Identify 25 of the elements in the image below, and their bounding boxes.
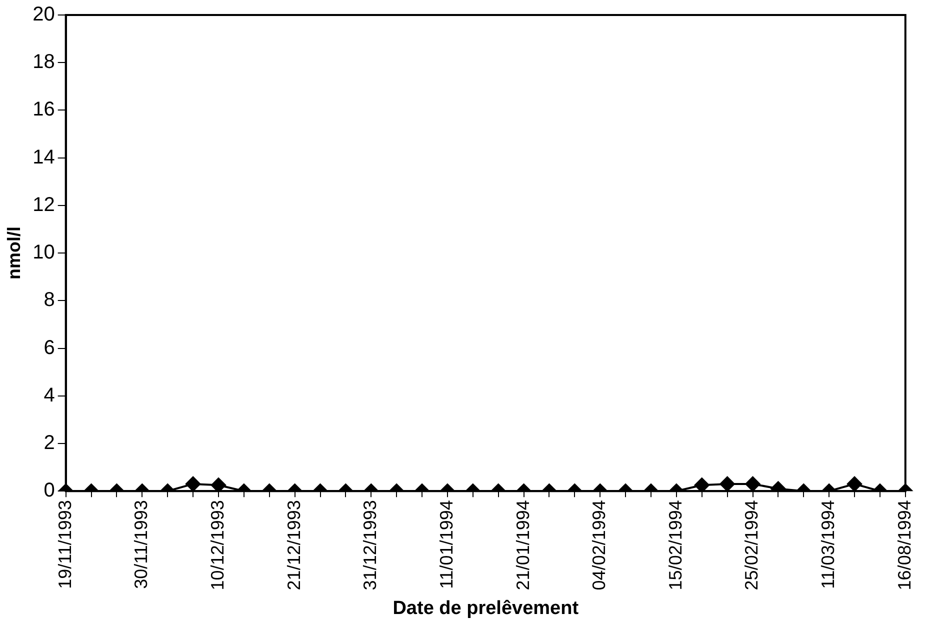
y-tick-label: 2 (44, 432, 55, 454)
x-tick-label: 11/01/1994 (436, 500, 456, 589)
y-tick-label: 4 (44, 384, 55, 406)
x-tick-label: 15/02/1994 (665, 500, 686, 590)
y-tick-label: 16 (32, 98, 55, 121)
y-tick-label: 12 (32, 194, 55, 216)
x-tick-label: 21/12/1993 (284, 500, 304, 590)
x-tick-label: 25/02/1994 (742, 500, 762, 590)
y-tick-label: 6 (44, 336, 55, 359)
x-tick-label: 11/03/1994 (818, 500, 838, 589)
x-tick-label: 16/08/1994 (894, 500, 914, 590)
x-tick-label: 30/11/1993 (131, 500, 152, 589)
x-tick-label: 04/02/1994 (589, 500, 610, 590)
x-axis-title: Date de prelêvement (392, 598, 580, 619)
x-tick-label: 21/01/1994 (512, 500, 533, 590)
y-tick-label: 18 (32, 51, 55, 74)
y-tick-label: 20 (32, 4, 55, 26)
x-tick-label: 10/12/1993 (207, 500, 228, 590)
y-tick-label: 8 (44, 289, 55, 312)
x-tick-label: 19/11/1993 (54, 500, 75, 589)
y-axis-title: nmol/l (4, 226, 24, 280)
y-tick-label: 14 (32, 146, 55, 168)
x-tick-label: 31/12/1993 (360, 500, 380, 590)
y-tick-label: 10 (32, 242, 55, 264)
y-tick-label: 0 (44, 480, 55, 502)
